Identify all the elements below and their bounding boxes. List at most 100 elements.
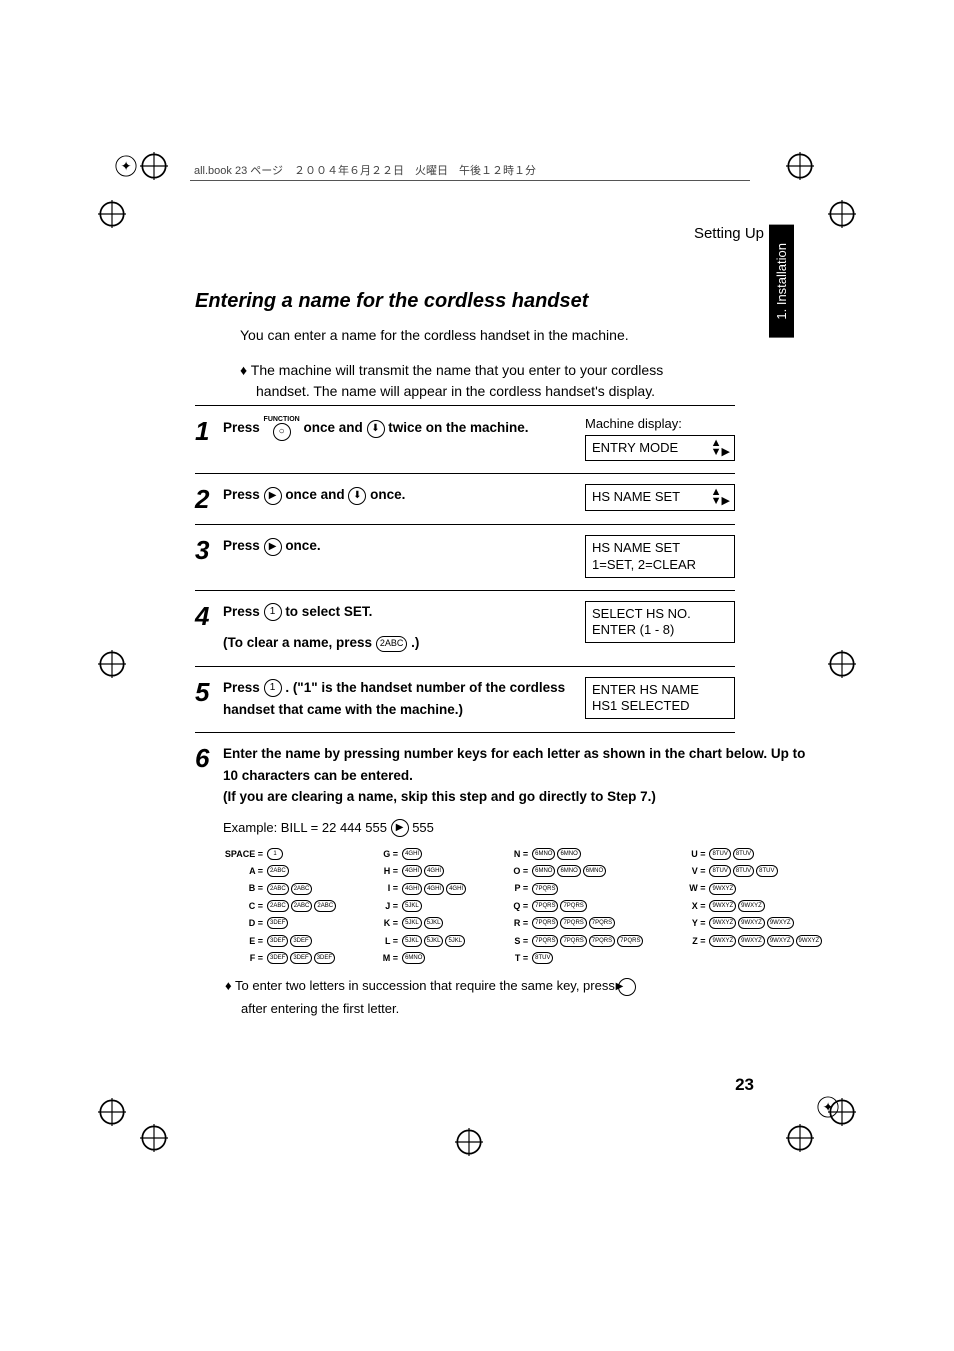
letter-label: L = (358, 934, 398, 948)
step-row: 5 Press 1 . ("1" is the handset number o… (195, 667, 735, 733)
keypad-mini-icon: 8TUV (733, 848, 754, 860)
letter-label: X = (665, 899, 705, 913)
letter-label: Z = (665, 934, 705, 948)
chart-row: E =3DEF3DEF (223, 934, 336, 948)
step-instruction: Enter the name by pressing number keys f… (223, 743, 822, 1020)
keypad-mini-icon: 7PQRS (532, 917, 558, 929)
keypad-mini-icon: 7PQRS (560, 900, 586, 912)
intro-bullet: The machine will transmit the name that … (240, 360, 715, 402)
keypad-mini-icon: 5JKL (445, 935, 465, 947)
keypad-mini-icon: 7PQRS (560, 935, 586, 947)
chart-row: Q = 7PQRS7PQRS (488, 899, 643, 913)
keypad-mini-icon: 4GHI (424, 865, 444, 877)
keypad-mini-icon: 5JKL (402, 917, 422, 929)
right-key-icon: ▶ (391, 819, 409, 837)
keypad-mini-icon: 7PQRS (532, 935, 558, 947)
keypad-mini-icon: 3DEF (267, 952, 288, 964)
letter-label: P = (488, 881, 528, 895)
letter-label: R = (488, 916, 528, 930)
keypad-mini-icon: 9WXYZ (709, 900, 736, 912)
letter-label: SPACE = (223, 847, 263, 861)
chart-row: M =6MNO (358, 951, 466, 965)
function-label: FUNCTION (264, 416, 300, 423)
keypad-mini-icon: 3DEF (267, 935, 288, 947)
step-row: 3 Press ▶ once. HS NAME SET 1=SET, 2=CLE… (195, 525, 735, 591)
keypad-mini-icon: 3DEF (267, 917, 288, 929)
step-instruction: Press FUNCTION ○ once and ⬇ twice on the… (223, 416, 585, 461)
keypad-mini-icon: 7PQRS (532, 883, 558, 895)
keypad-mini-icon: 2ABC (314, 900, 336, 912)
keypad-mini-icon: 9WXYZ (767, 935, 794, 947)
intro-block: You can enter a name for the cordless ha… (240, 325, 715, 402)
keypad-mini-icon: 2ABC (267, 883, 289, 895)
keypad-mini-icon: 4GHI (446, 883, 466, 895)
crop-star-icon: ✦ (115, 155, 137, 177)
right-key-icon: ▶ (264, 538, 282, 556)
step-instruction: Press ▶ once. (223, 535, 585, 578)
letter-label: C = (223, 899, 263, 913)
letter-label: V = (665, 864, 705, 878)
step-row: 6 Enter the name by pressing number keys… (195, 733, 735, 1032)
step-number: 6 (195, 743, 223, 1020)
crop-mark-icon (98, 200, 126, 228)
keypad-mini-icon: 6MNO (557, 865, 580, 877)
crop-star-icon: ✦ (817, 1096, 839, 1118)
keypad-mini-icon: 7PQRS (589, 917, 615, 929)
step-number: 3 (195, 535, 223, 578)
down-key-icon: ⬇ (367, 420, 385, 438)
scroll-arrows-icon: ▲▼▶ (711, 489, 730, 507)
footnote: To enter two letters in succession that … (241, 975, 822, 1019)
chart-row: Z =9WXYZ9WXYZ9WXYZ9WXYZ (665, 934, 822, 948)
chart-row: I =4GHI4GHI4GHI (358, 881, 466, 895)
down-key-icon: ⬇ (348, 487, 366, 505)
chart-row: X =9WXYZ9WXYZ (665, 899, 822, 913)
letter-label: H = (358, 864, 398, 878)
letter-label: K = (358, 916, 398, 930)
keypad-mini-icon: 6MNO (532, 848, 555, 860)
step-number: 5 (195, 677, 223, 720)
book-header: all.book 23 ページ ２００４年６月２２日 火曜日 午後１２時１分 (190, 160, 750, 181)
keypad-mini-icon: 4GHI (402, 848, 422, 860)
chart-row: D =3DEF (223, 916, 336, 930)
keypad-1-icon: 1 (264, 679, 282, 697)
lcd-display: HS NAME SET 1=SET, 2=CLEAR (585, 535, 735, 578)
lcd-display: SELECT HS NO. ENTER (1 - 8) (585, 601, 735, 644)
keypad-mini-icon: 5JKL (424, 935, 444, 947)
scroll-arrows-icon: ▲▼▶ (711, 439, 730, 457)
letter-label: Q = (488, 899, 528, 913)
chart-row: SPACE = 1 (223, 847, 336, 861)
chart-row: G = 4GHI (358, 847, 466, 861)
keypad-mini-icon: 6MNO (402, 952, 425, 964)
keypad-mini-icon: 9WXYZ (738, 917, 765, 929)
lcd-display: ENTER HS NAME HS1 SELECTED (585, 677, 735, 720)
keypad-mini-icon: 7PQRS (589, 935, 615, 947)
keypad-mini-icon: 7PQRS (617, 935, 643, 947)
keypad-mini-icon: 8TUV (756, 865, 777, 877)
right-key-icon: ▶ (618, 978, 636, 996)
keypad-mini-icon: 3DEF (314, 952, 335, 964)
keypad-mini-icon: 9WXYZ (738, 935, 765, 947)
chart-row: R =7PQRS7PQRS7PQRS (488, 916, 643, 930)
running-header: Setting Up (694, 225, 764, 242)
crop-mark-icon (828, 650, 856, 678)
keypad-mini-icon: 4GHI (402, 865, 422, 877)
steps-table: 1 Press FUNCTION ○ once and ⬇ twice on t… (195, 405, 735, 1032)
keypad-mini-icon: 6MNO (532, 865, 555, 877)
letter-label: O = (488, 864, 528, 878)
chart-row: J =5JKL (358, 899, 466, 913)
step-number: 4 (195, 601, 223, 654)
lcd-display: HS NAME SET ▲▼▶ (585, 484, 735, 510)
lcd-display: ENTRY MODE ▲▼▶ (585, 435, 735, 461)
chart-row: O =6MNO6MNO6MNO (488, 864, 643, 878)
keypad-mini-icon: 7PQRS (532, 900, 558, 912)
keypad-mini-icon: 9WXYZ (709, 935, 736, 947)
keypad-1-icon: 1 (264, 603, 282, 621)
keypad-mini-icon: 3DEF (290, 952, 311, 964)
crop-mark-icon (455, 1128, 483, 1156)
page-title: Entering a name for the cordless handset (195, 290, 588, 313)
keypad-mini-icon: 2ABC (291, 883, 313, 895)
chart-row: N =6MNO6MNO (488, 847, 643, 861)
keypad-mini-icon: 1 (267, 848, 283, 860)
letter-label: I = (358, 881, 398, 895)
letter-label: G = (358, 847, 398, 861)
